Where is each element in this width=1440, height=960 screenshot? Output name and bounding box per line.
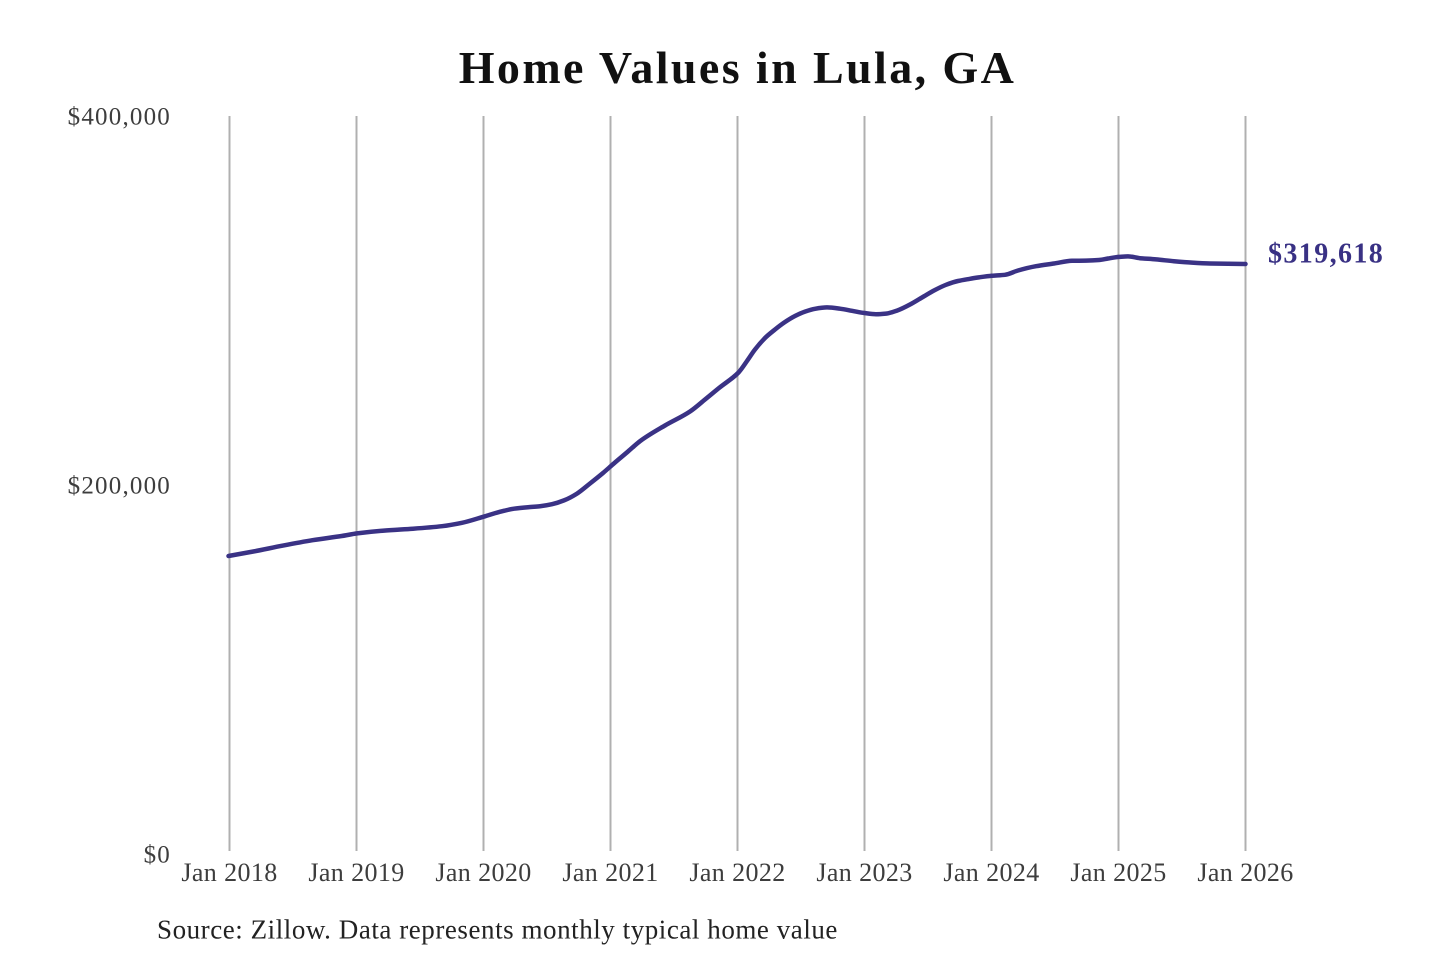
svg-text:Home Values in Lula, GA: Home Values in Lula, GA: [459, 42, 1016, 93]
svg-text:Jan 2020: Jan 2020: [435, 858, 531, 887]
svg-text:$200,000: $200,000: [68, 473, 171, 500]
svg-text:Source: Zillow. Data represent: Source: Zillow. Data represents monthly …: [157, 915, 838, 945]
svg-text:$0: $0: [144, 842, 171, 869]
svg-text:Jan 2021: Jan 2021: [562, 858, 658, 887]
svg-text:$400,000: $400,000: [68, 104, 171, 131]
svg-text:Jan 2024: Jan 2024: [943, 858, 1039, 887]
svg-text:Jan 2025: Jan 2025: [1070, 858, 1166, 887]
svg-text:Jan 2019: Jan 2019: [308, 858, 404, 887]
svg-text:$319,618: $319,618: [1268, 238, 1384, 269]
svg-text:Jan 2022: Jan 2022: [689, 858, 785, 887]
svg-text:Jan 2018: Jan 2018: [181, 858, 277, 887]
svg-text:Jan 2026: Jan 2026: [1197, 858, 1293, 887]
svg-text:Jan 2023: Jan 2023: [816, 858, 912, 887]
